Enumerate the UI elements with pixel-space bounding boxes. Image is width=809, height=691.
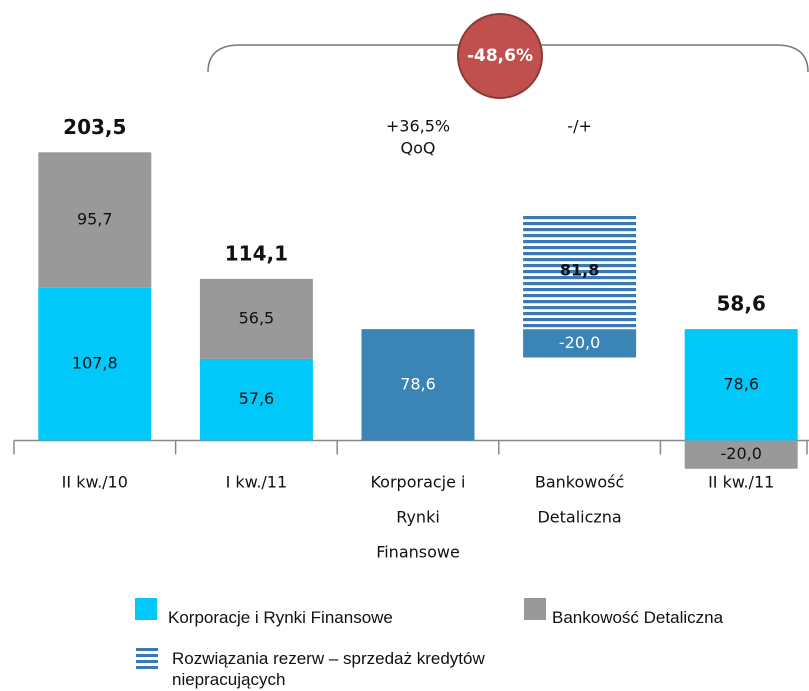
total-label: 114,1 <box>225 241 288 265</box>
total-label: 203,5 <box>63 115 126 139</box>
bar-segment <box>38 287 152 441</box>
bar-segment <box>38 152 152 288</box>
bar-segment <box>523 213 637 330</box>
value-label: -20,0 <box>559 333 600 352</box>
legend-label: Bankowość Detaliczna <box>552 608 724 627</box>
legend-swatch <box>135 598 157 620</box>
value-label: 56,5 <box>239 308 275 327</box>
value-label: 95,7 <box>77 210 113 229</box>
legend-swatch <box>136 648 158 670</box>
value-label: 78,6 <box>400 374 436 393</box>
value-label: 57,6 <box>239 389 275 408</box>
value-label: 81,8 <box>560 261 599 280</box>
value-label: 107,8 <box>72 354 118 373</box>
annotation: +36,5% <box>386 117 450 136</box>
x-tick-label: Rynki <box>396 508 440 527</box>
x-tick-label: I kw./11 <box>226 473 288 492</box>
annotation: QoQ <box>401 139 436 158</box>
change-label: -48,6% <box>467 46 533 66</box>
bar-segment <box>361 329 475 441</box>
bar-segment <box>684 440 798 469</box>
x-tick-label: Detaliczna <box>537 508 621 527</box>
total-label: 58,6 <box>717 292 766 316</box>
x-tick-label: II kw./10 <box>62 473 128 492</box>
legend-swatch <box>524 598 546 620</box>
value-label: 78,6 <box>723 374 759 393</box>
change-badge <box>457 13 543 99</box>
legend-label: Korporacje i Rynki Finansowe <box>168 608 393 627</box>
bar-segment <box>199 358 313 441</box>
bar-segment <box>523 329 637 358</box>
legend-label: Rozwiązania rezerw – sprzedaż kredytów n… <box>172 649 485 689</box>
x-tick-label: Finansowe <box>376 543 460 562</box>
x-tick-label: II kw./11 <box>708 473 774 492</box>
x-tick-label: Bankowość <box>535 473 624 492</box>
bar-segment <box>684 329 798 441</box>
bar-segment <box>199 278 313 359</box>
value-label: -20,0 <box>720 444 761 463</box>
x-tick-label: Korporacje i <box>370 473 465 492</box>
annotation: -/+ <box>567 117 592 136</box>
